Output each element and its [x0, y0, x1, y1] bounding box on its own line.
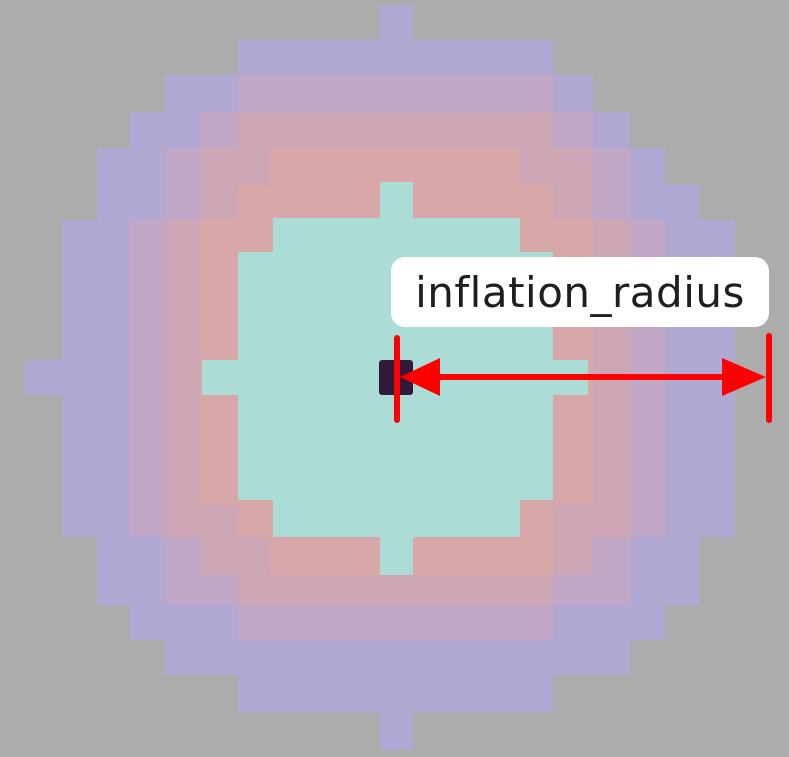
inscribed-zone-left-notch	[202, 360, 238, 395]
obstacle-cell	[379, 360, 413, 395]
inflation-radius-label: inflation_radius	[391, 257, 769, 327]
inscribed-zone-right-notch	[553, 360, 588, 395]
inflation-radius-text: inflation_radius	[415, 267, 745, 317]
